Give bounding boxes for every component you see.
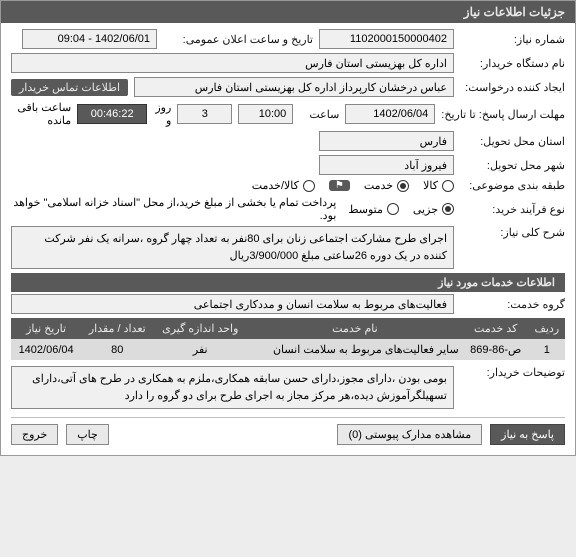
cell-date: 1402/06/04 [11, 339, 81, 360]
deadline-label: مهلت ارسال پاسخ: تا تاریخ: [441, 108, 565, 121]
requester-label: ایجاد کننده درخواست: [460, 81, 565, 94]
group-label: گروه خدمت: [460, 298, 565, 311]
desc-label: شرح کلی نیاز: [460, 226, 565, 239]
attachments-button[interactable]: مشاهده مدارک پیوستی (0) [337, 424, 482, 445]
th-code: کد خدمت [463, 318, 529, 339]
days-suffix: روز و [153, 101, 171, 127]
remaining-suffix: ساعت باقی مانده [11, 101, 71, 127]
dialog-window: جزئیات اطلاعات نیاز شماره نیاز: تاریخ و … [0, 0, 576, 456]
deadline-time-field [238, 104, 293, 124]
th-qty: تعداد / مقدار [81, 318, 153, 339]
group-field [11, 294, 454, 314]
service-tag-icon: ⚑ [329, 180, 350, 191]
class-radio-group: کالا خدمت ⚑ کالا/خدمت [252, 179, 454, 192]
purchase-medium-radio[interactable]: متوسط [348, 203, 399, 216]
contact-chip[interactable]: اطلاعات تماس خریدار [11, 79, 128, 96]
countdown-field [77, 104, 147, 124]
th-name: نام خدمت [247, 318, 463, 339]
time-label: ساعت [299, 108, 339, 121]
cell-unit: نفر [153, 339, 247, 360]
purchase-label: نوع فرآیند خرید: [460, 203, 565, 216]
exit-button[interactable]: خروج [11, 424, 58, 445]
purchase-radio-group: جزیی متوسط [348, 203, 454, 216]
reply-button[interactable]: پاسخ به نیاز [490, 424, 565, 445]
buyer-label: نام دستگاه خریدار: [460, 57, 565, 70]
services-section-header: اطلاعات خدمات مورد نیاز [11, 273, 565, 292]
title-bar: جزئیات اطلاعات نیاز [1, 1, 575, 23]
cell-name: سایر فعالیت‌های مربوط به سلامت انسان [247, 339, 463, 360]
need-number-field [319, 29, 454, 49]
desc-field: اجرای طرح مشارکت اجتماعی زنان برای 80نفر… [11, 226, 454, 269]
announce-field [22, 29, 157, 49]
dialog-body: شماره نیاز: تاریخ و ساعت اعلان عمومی: نا… [1, 23, 575, 455]
table-row[interactable]: 1 ص-86-869 سایر فعالیت‌های مربوط به سلام… [11, 339, 565, 360]
city-label: شهر محل تحویل: [460, 159, 565, 172]
explain-field: بومی بودن ،دارای مجوز،دارای حسن سابقه هم… [11, 366, 454, 409]
announce-label: تاریخ و ساعت اعلان عمومی: [163, 33, 313, 46]
footer-bar: پاسخ به نیاز مشاهده مدارک پیوستی (0) چاپ… [11, 417, 565, 445]
explain-label: توضیحات خریدار: [460, 366, 565, 379]
class-goods-radio[interactable]: کالا [423, 179, 454, 192]
province-field [319, 131, 454, 151]
th-date: تاریخ نیاز [11, 318, 81, 339]
purchase-partial-radio[interactable]: جزیی [413, 203, 454, 216]
province-label: استان محل تحویل: [460, 135, 565, 148]
city-field [319, 155, 454, 175]
buyer-field [11, 53, 454, 73]
class-mixed-radio[interactable]: کالا/خدمت [252, 179, 315, 192]
cell-row: 1 [529, 339, 565, 360]
th-row: ردیف [529, 318, 565, 339]
days-field [177, 104, 232, 124]
payment-note: پرداخت تمام یا بخشی از مبلغ خرید،از محل … [11, 196, 336, 222]
need-number-label: شماره نیاز: [460, 33, 565, 46]
print-button[interactable]: چاپ [66, 424, 109, 445]
cell-qty: 80 [81, 339, 153, 360]
deadline-date-field [345, 104, 435, 124]
class-service-radio[interactable]: خدمت [364, 179, 409, 192]
services-table: ردیف کد خدمت نام خدمت واحد اندازه گیری ت… [11, 318, 565, 360]
requester-field [134, 77, 454, 97]
class-label: طبقه بندی موضوعی: [460, 179, 565, 192]
th-unit: واحد اندازه گیری [153, 318, 247, 339]
cell-code: ص-86-869 [463, 339, 529, 360]
